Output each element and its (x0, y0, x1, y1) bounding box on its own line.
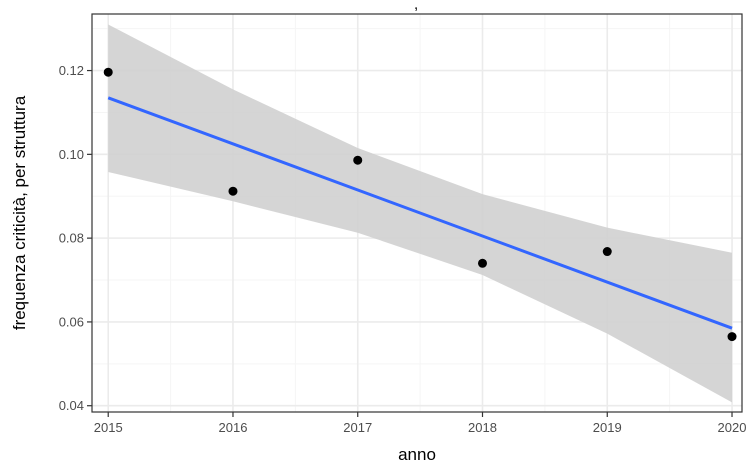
x-tick-label: 2020 (718, 420, 747, 435)
y-tick-label: 0.08 (59, 231, 84, 246)
trend-line-layer (107, 96, 733, 330)
data-point (228, 186, 238, 196)
y-tick-label: 0.12 (59, 63, 84, 78)
x-tick-label: 2015 (94, 420, 123, 435)
x-tick-label: 2018 (468, 420, 497, 435)
y-tick-label: 0.06 (59, 314, 84, 329)
x-tick-label: 2016 (219, 420, 248, 435)
x-axis-title: anno (398, 445, 436, 464)
chart-title-fragment: , (414, 0, 418, 13)
data-points-layer (103, 67, 737, 342)
y-axis-title: frequenza criticità, per struttura (10, 95, 29, 330)
panel-border (91, 13, 743, 413)
data-point (602, 247, 612, 257)
data-point (477, 258, 487, 268)
data-point (103, 67, 113, 77)
x-tick-label: 2019 (593, 420, 622, 435)
y-tick-label: 0.10 (59, 147, 84, 162)
data-point (727, 332, 737, 342)
data-point (353, 155, 363, 165)
trend-line (107, 96, 733, 330)
y-tick-label: 0.04 (59, 398, 84, 413)
x-tick-label: 2017 (343, 420, 372, 435)
axis-layer: 2015 2016 2017 2018 2019 2020 0.04 0.06 0.08 0.10… (59, 63, 747, 435)
